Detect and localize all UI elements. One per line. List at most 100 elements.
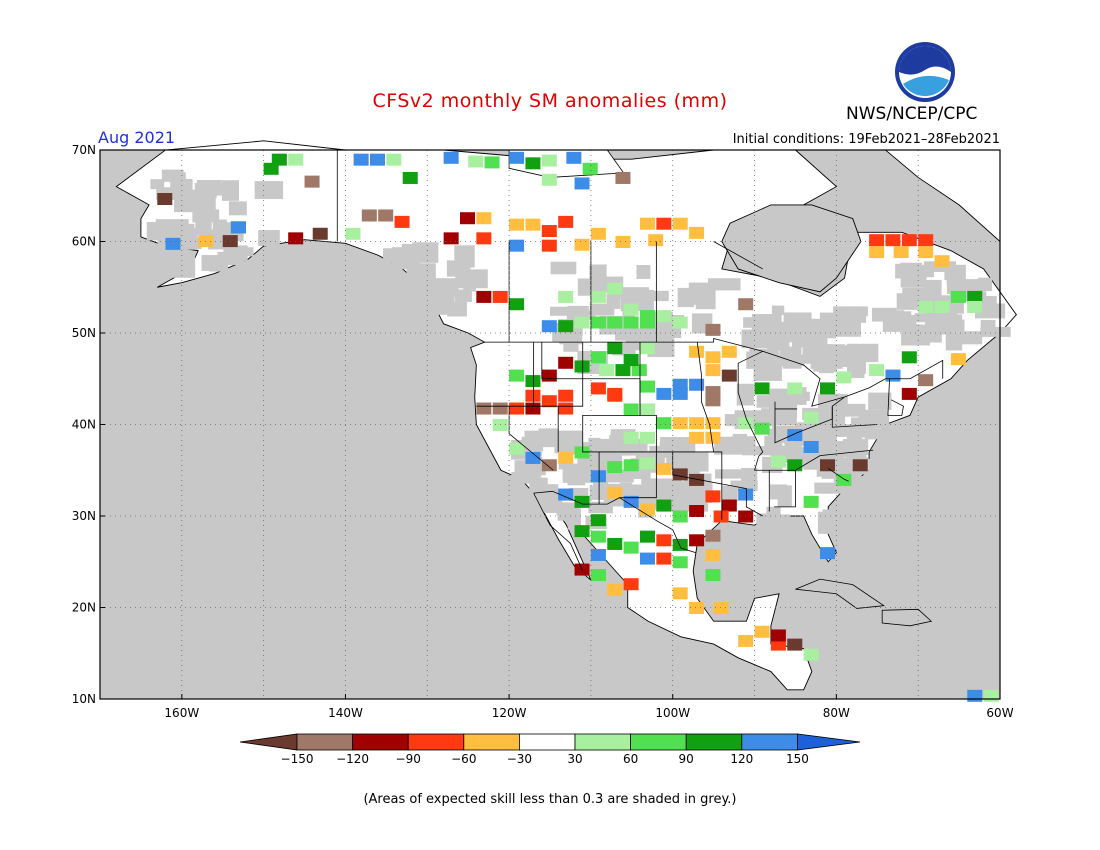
anomaly-cell: [476, 290, 492, 303]
colorbar-tick-label: 30: [567, 752, 582, 766]
anomaly-cell: [590, 351, 606, 364]
anomaly-cell: [705, 417, 721, 430]
anomaly-cell: [525, 451, 541, 464]
anomaly-cell: [623, 316, 639, 329]
border-line: [484, 337, 944, 407]
anomaly-cell: [803, 411, 819, 424]
colorbar-tick-label: −90: [396, 752, 421, 766]
anomaly-cell: [509, 218, 525, 231]
low-skill-cell: [217, 251, 239, 263]
anomaly-cell: [918, 246, 934, 259]
anomaly-cell: [770, 455, 786, 468]
lat-label: 10N: [72, 692, 96, 706]
anomaly-cell: [689, 345, 705, 358]
lat-label: 30N: [72, 509, 96, 523]
anomaly-cell: [967, 290, 983, 303]
anomaly-cell: [541, 369, 557, 382]
anomaly-cell: [590, 290, 606, 303]
cuba-outline: [795, 578, 885, 609]
low-skill-cell: [732, 433, 748, 444]
anomaly-cell: [918, 234, 934, 247]
anomaly-cell: [623, 495, 639, 508]
anomaly-cell: [640, 380, 655, 393]
low-skill-cell: [708, 278, 741, 291]
anomaly-cell: [590, 470, 606, 483]
border-line: [887, 378, 904, 416]
anomaly-cell: [541, 154, 557, 167]
low-skill-cell: [830, 424, 857, 437]
anomaly-cell: [615, 236, 631, 249]
anomaly-cell: [754, 422, 770, 435]
anomaly-cell: [640, 530, 655, 543]
anomaly-cell: [574, 238, 590, 251]
longitude-labels: 160W 140W 120W 100W 80W 60W: [164, 694, 1014, 720]
anomaly-cell: [541, 459, 557, 472]
anomaly-cell: [689, 226, 705, 239]
anomaly-cell: [901, 387, 917, 400]
anomaly-cell: [590, 382, 606, 395]
anomaly-cell: [713, 510, 729, 523]
anomaly-cell: [721, 499, 737, 512]
anomaly-cell: [705, 386, 721, 399]
low-skill-cell: [620, 287, 650, 298]
initial-conditions: Initial conditions: 19Feb2021–28Feb2021: [732, 132, 1000, 147]
anomaly-cell: [656, 387, 672, 400]
low-skill-cell: [515, 445, 542, 457]
low-skill-cell: [850, 417, 874, 438]
anomaly-cell: [271, 153, 287, 166]
anomaly-cell: [721, 369, 737, 382]
low-skill-cell: [379, 271, 395, 291]
anomaly-cell: [590, 548, 606, 561]
low-skill-cell: [824, 393, 841, 412]
colorbar-segment: [407, 733, 465, 751]
anomaly-cell: [165, 237, 181, 250]
lat-label: 20N: [72, 601, 96, 615]
anomaly-cell: [525, 157, 541, 170]
agency-label: NWS/NCEP/CPC: [846, 104, 978, 124]
anomaly-cell: [607, 461, 623, 474]
colorbar-tick-label: 60: [623, 752, 638, 766]
low-skill-cell: [447, 301, 467, 317]
anomaly-cell: [312, 227, 328, 240]
anomaly-cell: [222, 235, 238, 248]
anomaly-cell: [705, 529, 721, 542]
low-skill-cell: [751, 314, 782, 335]
anomaly-cell: [738, 298, 754, 311]
low-skill-cell: [228, 201, 247, 216]
anomaly-cell: [656, 462, 672, 475]
anomaly-cell: [574, 316, 590, 329]
low-skill-cell: [980, 319, 996, 330]
anomaly-cell: [672, 417, 688, 430]
low-skill-cell: [741, 467, 758, 482]
low-skill-cell: [896, 293, 924, 310]
noaa-logo: [895, 42, 955, 102]
anomaly-cell: [198, 235, 214, 248]
colorbar-tick-label: −150: [281, 752, 314, 766]
anomaly-cell: [885, 234, 901, 247]
anomaly-cell: [599, 364, 615, 377]
low-skill-cell: [940, 322, 953, 335]
anomaly-cell: [541, 173, 557, 186]
low-skill-cell: [150, 179, 165, 190]
anomaly-cell: [558, 290, 574, 303]
anomaly-cell: [558, 389, 574, 402]
anomaly-cell: [590, 514, 606, 527]
lon-label: 100W: [655, 706, 690, 720]
anomaly-cell: [983, 689, 999, 702]
low-skill-cell: [550, 261, 577, 275]
anomaly-cell: [574, 525, 590, 538]
anomaly-cell: [443, 232, 459, 245]
low-skill-cell: [765, 514, 790, 535]
low-skill-cell: [511, 471, 542, 484]
low-skill-cell: [563, 338, 579, 352]
map-title: CFSv2 monthly SM anomalies (mm): [372, 90, 728, 112]
anomaly-cell: [492, 419, 508, 432]
anomaly-cell: [574, 495, 590, 508]
low-skill-cell: [722, 485, 738, 502]
anomaly-cell: [525, 402, 541, 415]
colorbar-segment: [630, 733, 687, 751]
anomaly-cell: [607, 316, 623, 329]
anomaly-cell: [901, 351, 917, 364]
anomaly-cell: [558, 451, 574, 464]
